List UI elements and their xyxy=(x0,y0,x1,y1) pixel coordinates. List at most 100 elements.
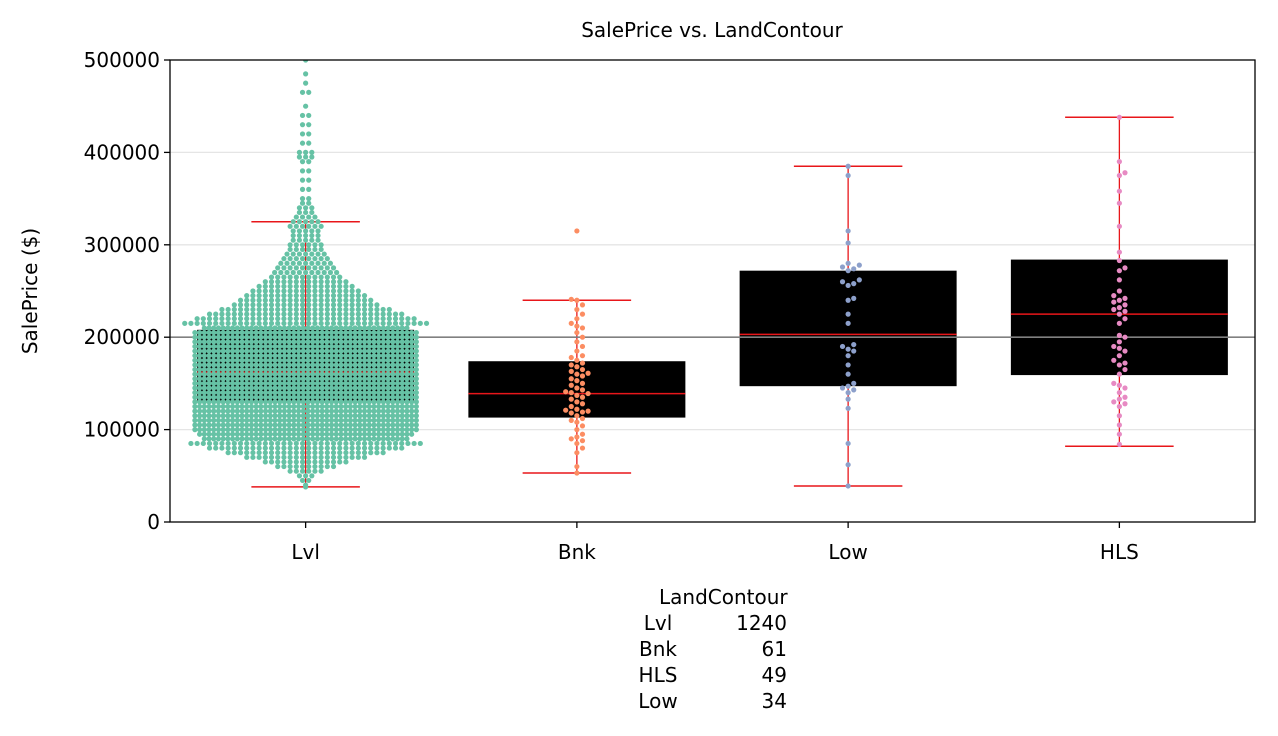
data-point xyxy=(324,417,330,423)
data-point xyxy=(250,306,256,313)
data-point xyxy=(376,422,382,428)
data-point xyxy=(211,371,217,377)
data-point xyxy=(324,357,330,363)
data-point xyxy=(328,371,335,377)
data-point xyxy=(215,357,222,363)
data-point xyxy=(300,348,306,354)
data-point xyxy=(267,329,273,336)
data-point xyxy=(366,357,372,363)
data-point xyxy=(338,371,344,377)
data-point xyxy=(314,380,321,386)
data-point xyxy=(574,339,580,345)
y-tick-label: 300000 xyxy=(84,233,160,257)
data-point xyxy=(318,279,324,285)
data-point xyxy=(258,366,264,373)
data-point xyxy=(306,122,312,128)
data-point xyxy=(229,371,236,377)
data-point xyxy=(376,376,382,382)
data-point xyxy=(303,71,309,77)
data-point xyxy=(291,436,297,442)
data-point xyxy=(295,362,302,368)
data-point xyxy=(347,385,353,391)
data-point xyxy=(220,353,226,359)
data-point xyxy=(357,339,363,345)
data-point xyxy=(409,353,415,359)
data-point xyxy=(250,311,256,317)
data-point xyxy=(272,390,278,396)
data-point xyxy=(248,436,255,442)
data-point xyxy=(338,417,344,423)
data-point xyxy=(380,399,386,405)
data-point xyxy=(347,362,353,368)
data-point xyxy=(281,265,287,271)
data-point xyxy=(286,329,292,336)
data-point xyxy=(405,316,411,322)
data-point xyxy=(319,417,325,423)
data-point xyxy=(220,366,226,373)
data-point xyxy=(234,348,240,354)
data-point xyxy=(256,440,262,447)
data-point xyxy=(376,390,382,396)
data-point xyxy=(845,405,851,411)
data-point xyxy=(234,343,240,350)
data-point xyxy=(220,362,226,368)
data-point xyxy=(253,376,259,382)
data-point xyxy=(290,228,296,234)
data-point xyxy=(361,403,368,410)
data-point xyxy=(366,390,372,396)
data-point xyxy=(267,380,273,386)
data-point xyxy=(206,348,212,354)
data-point xyxy=(392,440,399,447)
data-point xyxy=(343,325,349,331)
data-point xyxy=(231,316,237,322)
data-point xyxy=(376,334,382,340)
data-point xyxy=(262,311,268,317)
data-point xyxy=(330,306,337,313)
data-point xyxy=(310,385,316,391)
data-point xyxy=(239,385,245,391)
data-point xyxy=(225,427,231,433)
data-point xyxy=(343,306,349,313)
data-point xyxy=(845,320,851,326)
data-point xyxy=(201,353,207,359)
data-point xyxy=(211,403,217,410)
data-point xyxy=(291,385,297,391)
data-point xyxy=(337,297,343,303)
data-point xyxy=(258,380,264,386)
data-point xyxy=(272,394,278,400)
data-point xyxy=(250,297,256,303)
data-point xyxy=(197,417,203,423)
data-point xyxy=(258,343,264,350)
data-point xyxy=(312,306,318,313)
data-point xyxy=(267,376,273,382)
data-point xyxy=(192,417,198,423)
counts-category: Lvl xyxy=(643,611,673,635)
data-point xyxy=(262,422,269,428)
data-point xyxy=(256,297,262,303)
data-point xyxy=(244,371,250,377)
data-point xyxy=(300,431,306,437)
data-point xyxy=(220,390,226,396)
data-point xyxy=(201,436,207,442)
data-point xyxy=(231,450,237,456)
data-point xyxy=(215,403,222,410)
data-point xyxy=(286,371,292,377)
data-point xyxy=(248,380,255,386)
data-point xyxy=(399,445,405,451)
data-point xyxy=(197,371,203,377)
data-point xyxy=(215,325,222,331)
data-point xyxy=(244,353,250,359)
data-point xyxy=(197,422,203,428)
data-point xyxy=(275,279,281,285)
data-point xyxy=(244,343,250,350)
data-point xyxy=(413,329,419,336)
data-point xyxy=(330,279,337,285)
data-point xyxy=(244,357,250,363)
data-point xyxy=(404,353,410,359)
data-point xyxy=(248,399,255,405)
data-point xyxy=(361,376,368,382)
data-point xyxy=(291,422,297,428)
data-point xyxy=(293,463,299,470)
data-point xyxy=(229,436,236,442)
data-point xyxy=(262,417,269,423)
